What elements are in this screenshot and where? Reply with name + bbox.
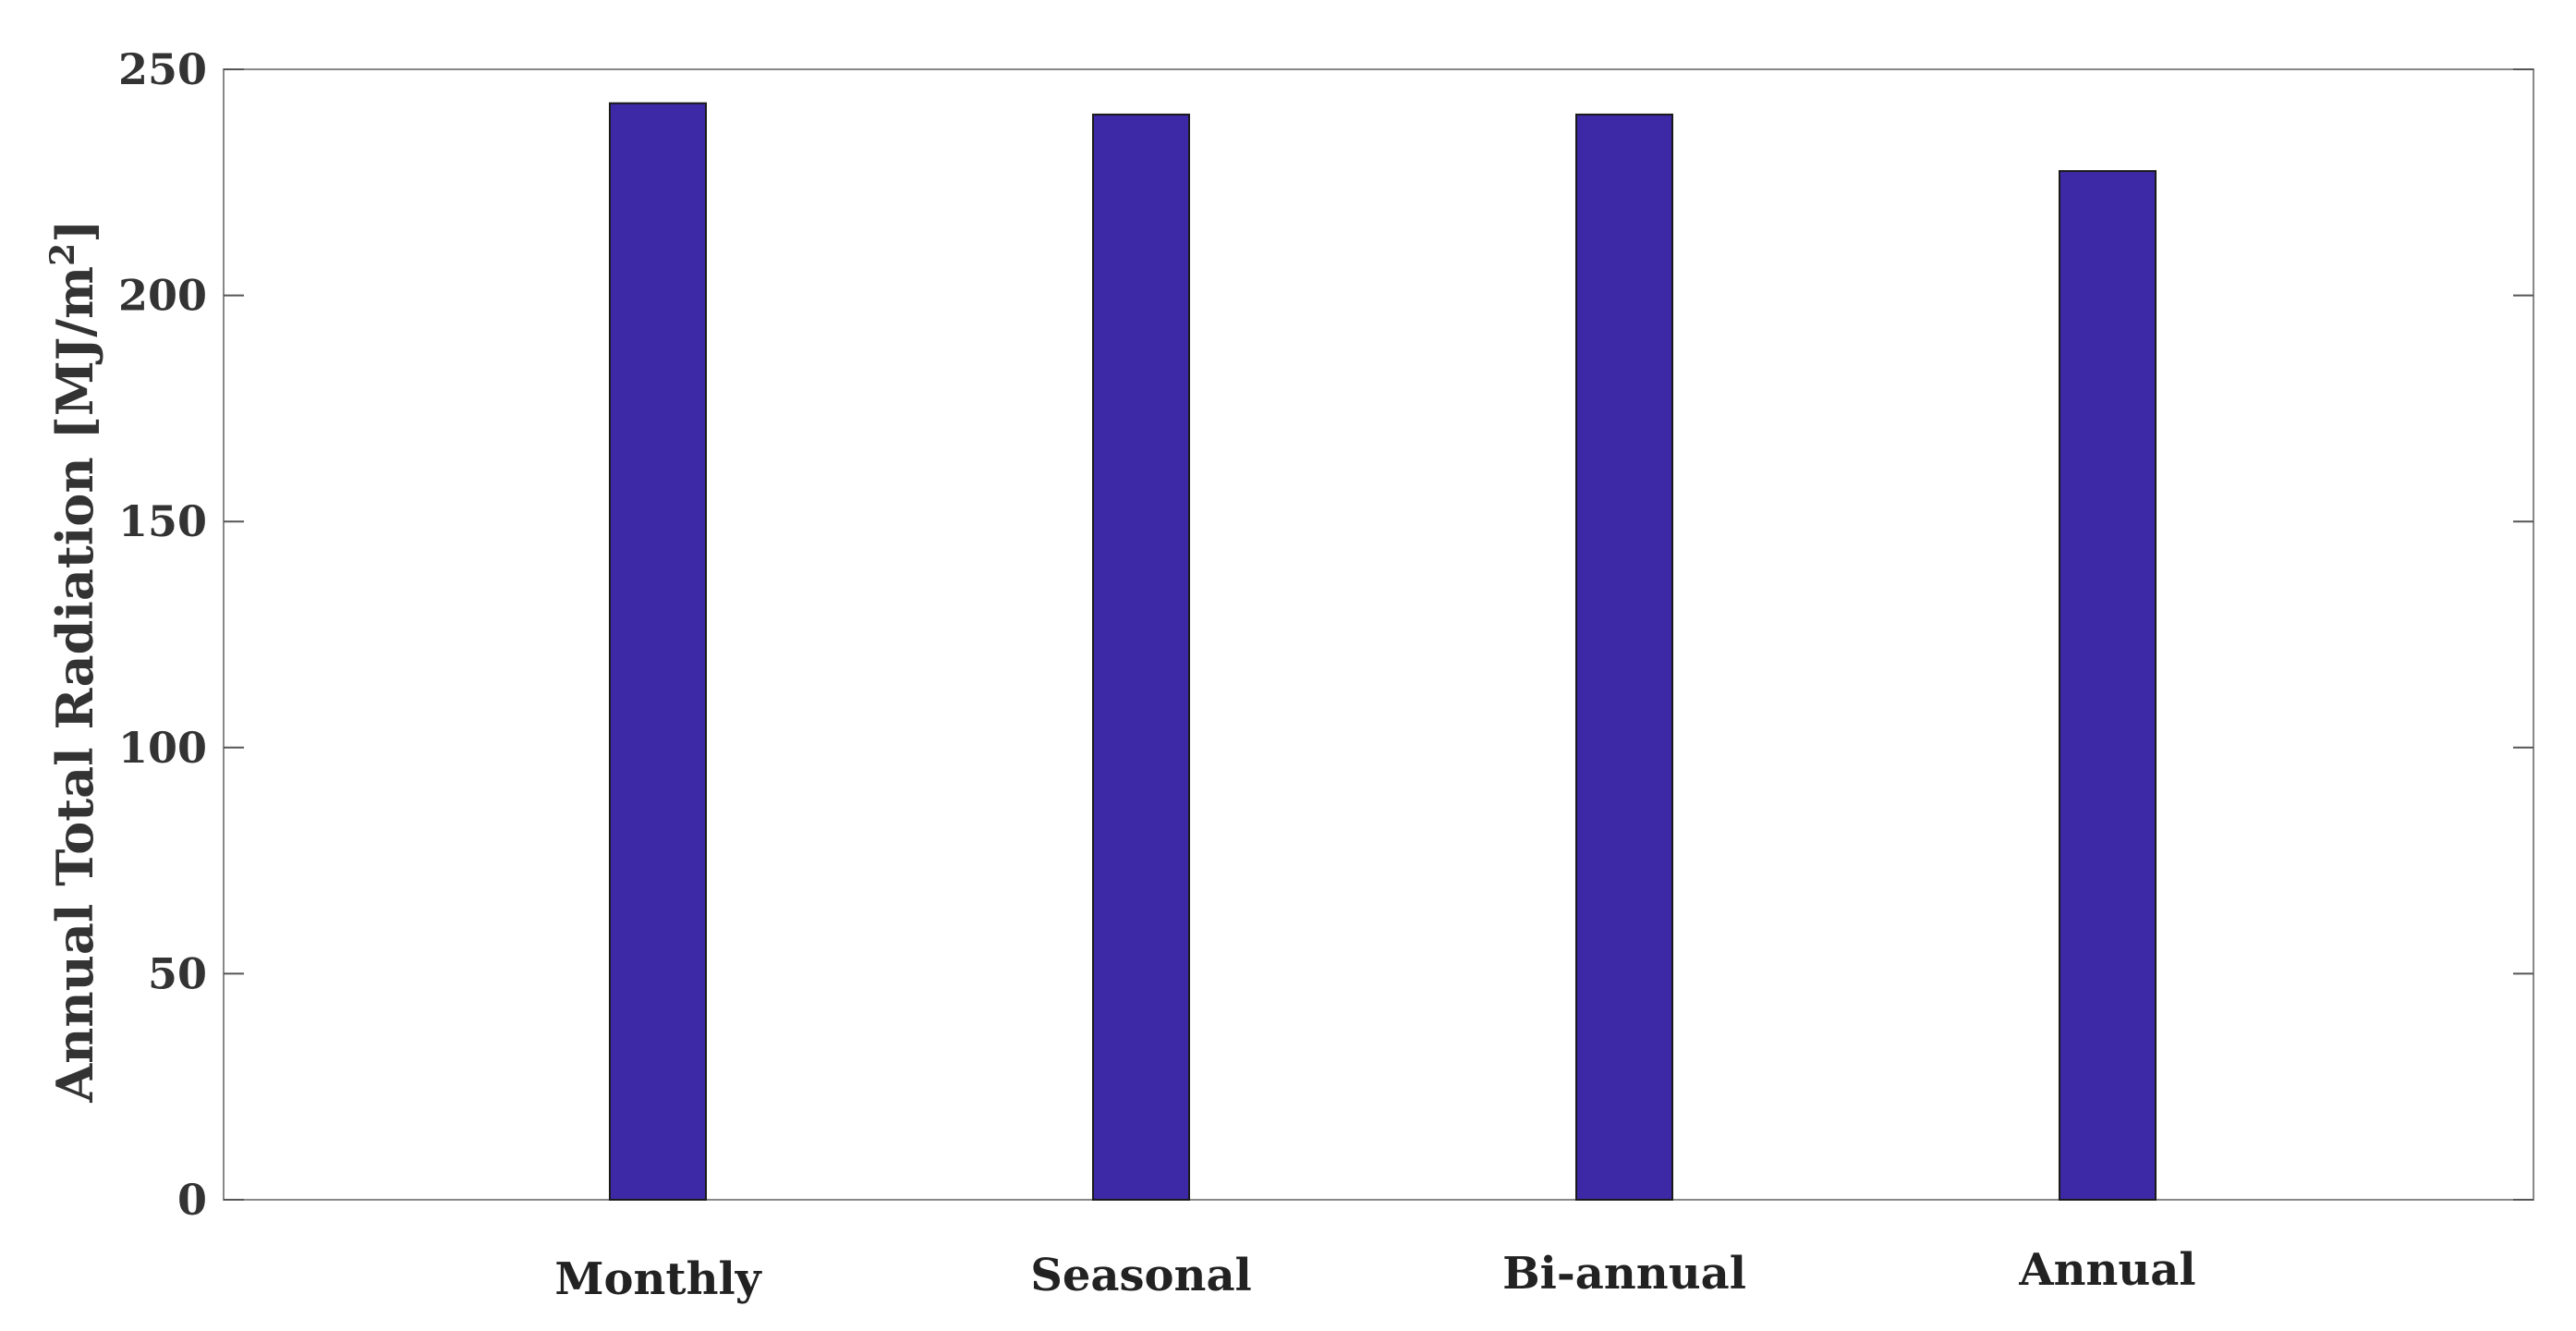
y-tick-label: 150	[118, 496, 207, 546]
y-tick-label: 50	[148, 948, 207, 998]
x-axis-category-labels: Monthly Seasonal Bi-annual Annual	[554, 1244, 2195, 1305]
plot-frame	[223, 68, 2534, 1201]
bar-bi-annual	[1575, 113, 1673, 1201]
y-tick-label: 250	[118, 44, 207, 94]
y-tick-label: 100	[118, 723, 207, 773]
x-category-label: Seasonal	[1030, 1250, 1252, 1301]
y-tick-label: 0	[177, 1175, 207, 1225]
plot-area-border	[223, 68, 2534, 1201]
y-axis-title-tail: ]	[45, 219, 104, 243]
y-axis-ticks: 0 50 100 150 200 250	[118, 44, 2533, 1225]
y-axis-title-main: Annual Total Radiation [MJ/m	[45, 266, 104, 1104]
x-category-label: Bi-annual	[1502, 1248, 1746, 1300]
y-axis-title-superscript: 2	[43, 243, 82, 266]
y-tick-label: 200	[118, 271, 207, 321]
bar-seasonal	[1092, 113, 1190, 1201]
y-axis-title: Annual Total Radiation [MJ/m2]	[43, 219, 104, 1104]
bars	[609, 102, 2157, 1202]
bar-monthly	[609, 102, 707, 1202]
bar-annual	[2059, 170, 2157, 1202]
x-category-label: Annual	[2018, 1244, 2195, 1296]
x-category-label: Monthly	[554, 1253, 762, 1305]
